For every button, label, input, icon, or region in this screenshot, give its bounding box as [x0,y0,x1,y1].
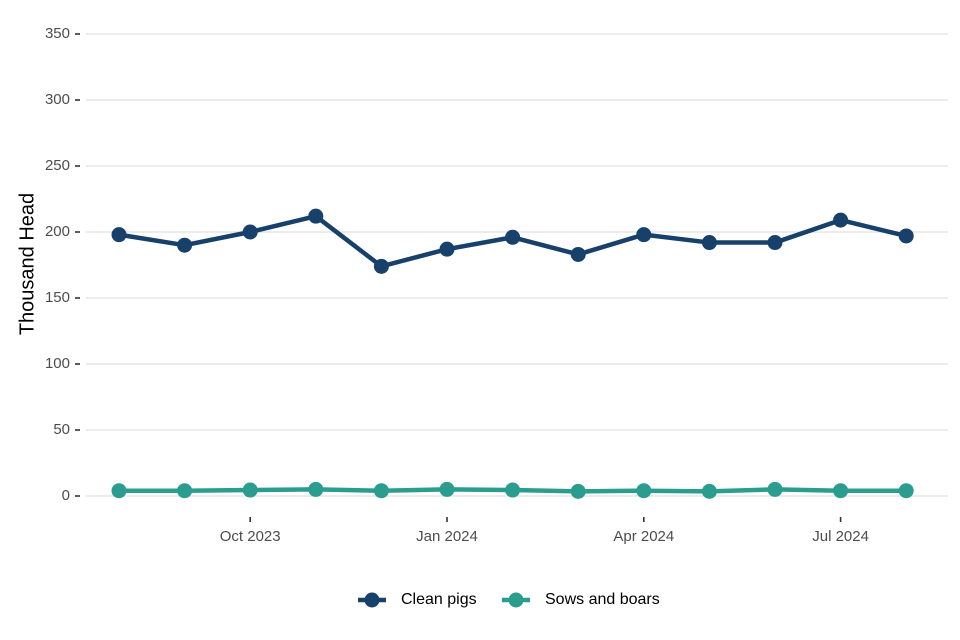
legend-item: Clean pigs [358,591,477,608]
data-point [898,228,914,244]
data-point [242,482,258,498]
y-axis-title: Thousand Head [16,193,38,335]
data-point [701,235,717,251]
legend-label: Sows and boars [545,591,660,608]
data-point [570,483,586,499]
y-tick-label: 200 [45,223,70,240]
data-point [898,483,914,499]
data-point [439,241,455,257]
data-point [767,481,783,497]
gridlines [86,33,948,497]
x-tick-label: Oct 2023 [220,528,281,545]
data-point [111,483,127,499]
y-tick-label: 350 [45,25,70,42]
data-point [373,258,389,274]
series-layer [111,208,914,499]
data-point [833,483,849,499]
data-point [308,208,324,224]
x-axis: Oct 2023 Jan 2024 Apr 2024 Jul 2024 [220,517,869,545]
data-point [636,483,652,499]
legend-swatch-dot [364,592,380,608]
data-point [570,246,586,262]
y-tick-label: 150 [45,289,70,306]
y-tick-label: 0 [62,487,70,504]
y-tick-label: 50 [53,421,70,438]
x-tick-label: Jan 2024 [416,528,478,545]
y-axis: 0 50 100 150 200 250 300 350 [45,25,80,504]
series-sows-and-boars [111,481,914,499]
data-point [373,483,389,499]
data-point [833,212,849,228]
data-point [505,482,521,498]
series-clean-pigs [111,208,914,274]
data-point [439,481,455,497]
data-point [242,224,258,240]
legend-label: Clean pigs [401,591,477,608]
x-tick-label: Jul 2024 [812,528,869,545]
data-point [505,229,521,245]
y-tick-label: 250 [45,157,70,174]
y-tick-label: 300 [45,91,70,108]
legend: Clean pigs Sows and boars [358,591,660,608]
legend-swatch-dot [508,592,524,608]
y-tick-label: 100 [45,355,70,372]
data-point [701,483,717,499]
data-point [177,237,193,253]
data-point [767,235,783,251]
data-point [111,227,127,243]
legend-item: Sows and boars [502,591,660,608]
data-point [177,483,193,499]
data-point [308,481,324,497]
data-point [636,227,652,243]
x-tick-label: Apr 2024 [613,528,674,545]
